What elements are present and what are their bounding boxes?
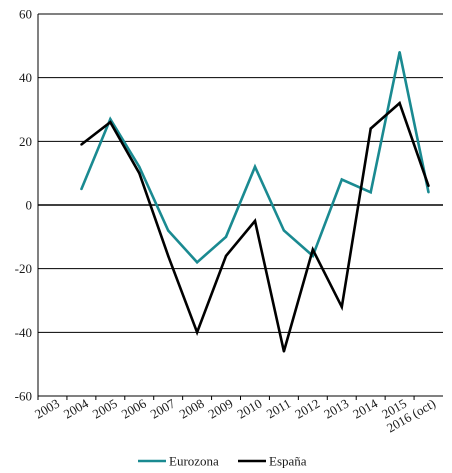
series-lines [80,51,430,353]
series-line-españa [80,100,430,352]
series-line-eurozona [80,51,430,265]
x-tick-label: 2004 [61,395,91,421]
x-tick-label: 2003 [32,396,62,422]
legend-label: España [269,454,307,469]
data-point [253,165,257,168]
data-point [282,229,286,232]
data-point [109,121,112,124]
x-tick-label: 2014 [350,395,380,421]
data-point [80,143,83,146]
data-point [340,305,343,309]
x-tick-label: 2008 [177,396,207,422]
x-tick-label: 2007 [148,395,178,421]
y-tick-label: 0 [26,198,33,213]
data-point [340,178,343,181]
x-tick-label: 2013 [321,396,351,422]
data-point [369,191,372,194]
data-point [109,117,112,121]
y-tick-label: 60 [19,7,32,22]
data-point [311,248,315,251]
x-tick-label: 2009 [206,396,236,422]
x-tick-label: 2006 [119,395,149,421]
axes [37,14,415,400]
data-point [282,350,286,353]
data-point [224,235,228,239]
data-point [253,219,257,223]
data-point [427,191,430,194]
data-point [80,187,83,191]
x-tick-label: 2012 [292,396,322,422]
x-tick-label: 2010 [234,396,264,422]
gridlines [38,13,443,397]
data-point [398,51,401,54]
data-point [224,254,228,258]
data-point [398,101,401,105]
data-point [166,254,170,258]
y-tick-label: -60 [15,389,32,404]
data-point [195,261,199,264]
x-tick-label: 2005 [90,396,120,422]
legend-label: Eurozona [169,454,219,469]
y-tick-label: 20 [19,134,32,149]
data-point [166,229,170,232]
data-point [427,184,430,188]
y-tick-label: 40 [19,70,32,85]
y-tick-labels: 60 40 20 0 -20 -40 -60 [15,7,32,404]
y-tick-label: -20 [15,261,32,276]
x-tick-label: 2011 [264,396,294,422]
data-point [195,331,199,334]
data-point [138,171,141,175]
data-point [138,165,141,168]
y-tick-label: -40 [15,325,32,340]
data-point [369,127,372,130]
legend: Eurozona España [138,454,307,469]
